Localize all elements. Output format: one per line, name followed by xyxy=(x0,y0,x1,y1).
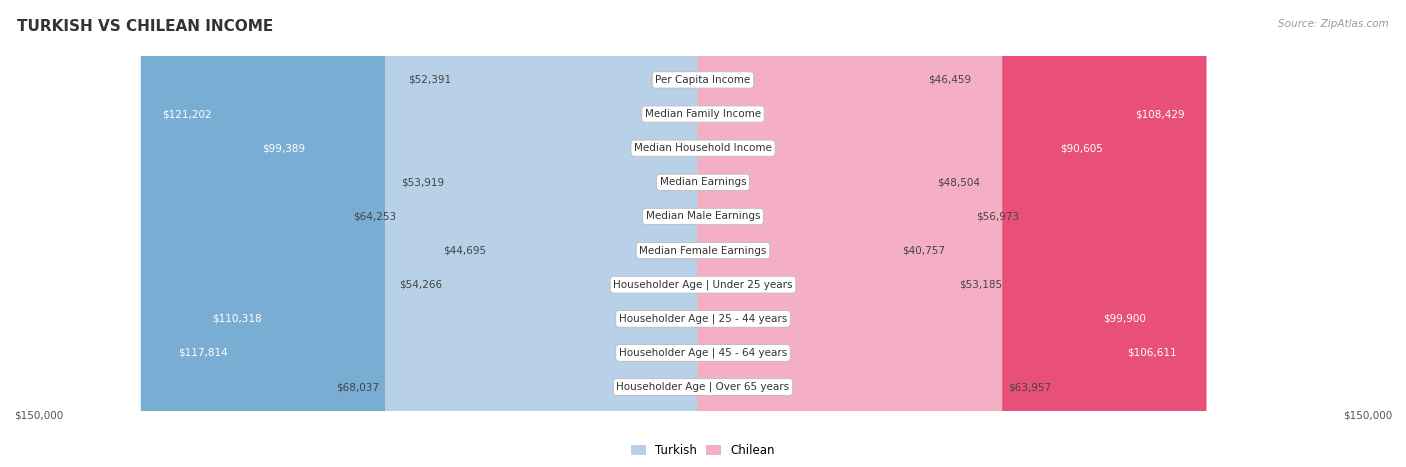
Text: $52,391: $52,391 xyxy=(408,75,451,85)
Text: $117,814: $117,814 xyxy=(179,348,228,358)
FancyBboxPatch shape xyxy=(11,0,1395,467)
Text: $56,973: $56,973 xyxy=(976,212,1019,221)
FancyBboxPatch shape xyxy=(11,0,1395,467)
Text: Median Male Earnings: Median Male Earnings xyxy=(645,212,761,221)
FancyBboxPatch shape xyxy=(11,0,1395,467)
Text: $99,389: $99,389 xyxy=(263,143,305,153)
Text: Per Capita Income: Per Capita Income xyxy=(655,75,751,85)
FancyBboxPatch shape xyxy=(240,0,709,467)
Text: $48,504: $48,504 xyxy=(938,177,980,187)
FancyBboxPatch shape xyxy=(449,0,709,467)
FancyBboxPatch shape xyxy=(11,0,1395,467)
FancyBboxPatch shape xyxy=(697,0,1125,467)
FancyBboxPatch shape xyxy=(11,0,1395,467)
FancyBboxPatch shape xyxy=(156,0,709,467)
Text: Householder Age | 45 - 64 years: Householder Age | 45 - 64 years xyxy=(619,348,787,358)
Text: Source: ZipAtlas.com: Source: ZipAtlas.com xyxy=(1278,19,1389,28)
FancyBboxPatch shape xyxy=(697,0,953,467)
Text: $63,957: $63,957 xyxy=(1008,382,1052,392)
FancyBboxPatch shape xyxy=(11,0,1395,467)
Text: Householder Age | Under 25 years: Householder Age | Under 25 years xyxy=(613,279,793,290)
Text: $53,185: $53,185 xyxy=(959,280,1002,290)
FancyBboxPatch shape xyxy=(697,0,1167,467)
Legend: Turkish, Chilean: Turkish, Chilean xyxy=(627,439,779,462)
Text: $54,266: $54,266 xyxy=(399,280,443,290)
Text: $121,202: $121,202 xyxy=(163,109,212,119)
FancyBboxPatch shape xyxy=(697,0,1198,467)
Text: $108,429: $108,429 xyxy=(1135,109,1185,119)
FancyBboxPatch shape xyxy=(385,0,709,467)
FancyBboxPatch shape xyxy=(457,0,709,467)
FancyBboxPatch shape xyxy=(11,0,1395,467)
Text: $68,037: $68,037 xyxy=(336,382,380,392)
FancyBboxPatch shape xyxy=(141,0,709,467)
FancyBboxPatch shape xyxy=(697,0,970,467)
FancyBboxPatch shape xyxy=(11,0,1395,467)
FancyBboxPatch shape xyxy=(697,0,931,467)
FancyBboxPatch shape xyxy=(402,0,709,467)
FancyBboxPatch shape xyxy=(697,0,1002,467)
Text: $90,605: $90,605 xyxy=(1060,143,1104,153)
Text: Median Female Earnings: Median Female Earnings xyxy=(640,246,766,255)
Text: Householder Age | 25 - 44 years: Householder Age | 25 - 44 years xyxy=(619,313,787,324)
Text: TURKISH VS CHILEAN INCOME: TURKISH VS CHILEAN INCOME xyxy=(17,19,273,34)
FancyBboxPatch shape xyxy=(697,0,1206,467)
FancyBboxPatch shape xyxy=(697,0,896,467)
Text: $46,459: $46,459 xyxy=(928,75,972,85)
FancyBboxPatch shape xyxy=(697,0,922,467)
FancyBboxPatch shape xyxy=(191,0,709,467)
FancyBboxPatch shape xyxy=(11,0,1395,467)
Text: $106,611: $106,611 xyxy=(1128,348,1177,358)
Text: Median Family Income: Median Family Income xyxy=(645,109,761,119)
Text: $110,318: $110,318 xyxy=(212,314,262,324)
Text: Median Household Income: Median Household Income xyxy=(634,143,772,153)
Text: $64,253: $64,253 xyxy=(353,212,396,221)
Text: Householder Age | Over 65 years: Householder Age | Over 65 years xyxy=(616,382,790,392)
Text: $99,900: $99,900 xyxy=(1102,314,1146,324)
FancyBboxPatch shape xyxy=(492,0,709,467)
Text: $53,919: $53,919 xyxy=(401,177,444,187)
FancyBboxPatch shape xyxy=(11,0,1395,467)
Text: Median Earnings: Median Earnings xyxy=(659,177,747,187)
Text: $150,000: $150,000 xyxy=(14,410,63,420)
Text: $150,000: $150,000 xyxy=(1343,410,1392,420)
FancyBboxPatch shape xyxy=(450,0,709,467)
Text: $44,695: $44,695 xyxy=(443,246,486,255)
Text: $40,757: $40,757 xyxy=(901,246,945,255)
